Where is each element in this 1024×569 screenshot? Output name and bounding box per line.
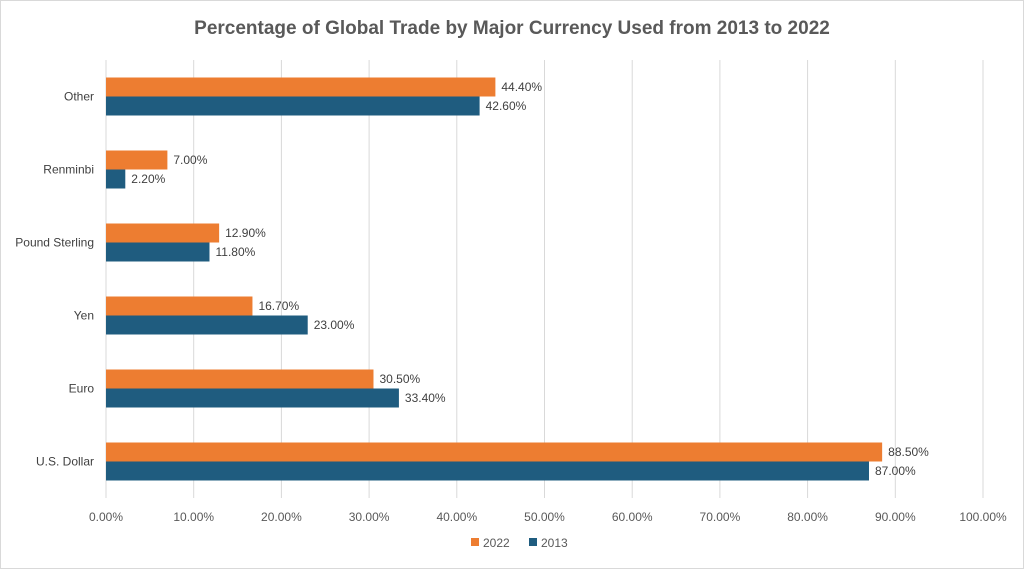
data-label: 11.80% [215,245,255,259]
legend-label: 2013 [541,536,568,550]
data-labels: 88.50% 87.00% 30.50% 33.40% 16.70% 23.00% 12.9… [131,80,929,478]
data-label: 30.50% [379,372,420,386]
gridlines [105,60,984,498]
data-label: 7.00% [173,153,207,167]
bar-2013 [106,461,869,481]
chart-title: Percentage of Global Trade by Major Curr… [194,18,830,39]
category-labels: U.S. Dollar Euro Yen Pound Sterling Renminbi… [15,90,94,469]
data-label: 23.00% [314,318,355,332]
data-label: 87.00% [875,464,916,478]
bars [106,77,883,481]
bar-2013 [106,315,308,335]
x-tick-labels: 0.00% 10.00% 20.00% 30.00% 40.00% 50.00% 60.00… [89,510,1007,524]
legend: 2022 2013 [471,536,568,550]
bar-2022 [106,223,220,243]
category-label: Other [64,90,94,104]
data-label: 2.20% [131,172,165,186]
x-tick-label: 0.00% [89,510,123,524]
x-tick-label: 50.00% [524,510,565,524]
bar-2022 [106,150,168,170]
category-label: Pound Sterling [15,236,94,250]
bar-2013 [106,169,126,189]
legend-label: 2022 [483,536,510,550]
category-label: Euro [69,382,95,396]
x-tick-label: 40.00% [436,510,477,524]
data-label: 12.90% [225,226,266,240]
bar-2022 [106,77,496,97]
x-tick-label: 100.00% [959,510,1007,524]
data-label: 33.40% [405,391,446,405]
legend-swatch-2022 [471,538,479,546]
x-tick-label: 80.00% [787,510,828,524]
category-label: Yen [74,309,94,323]
legend-swatch-2013 [529,538,537,546]
x-tick-label: 90.00% [875,510,916,524]
category-label: Renminbi [43,163,94,177]
x-tick-label: 70.00% [700,510,741,524]
data-label: 88.50% [888,445,929,459]
bar-2013 [106,96,480,116]
bar-2013 [106,242,210,262]
data-label: 42.60% [486,99,527,113]
data-label: 44.40% [501,80,542,94]
x-tick-label: 20.00% [261,510,302,524]
bar-2013 [106,388,399,408]
category-label: U.S. Dollar [36,455,94,469]
bar-2022 [106,442,883,462]
bar-2022 [106,369,374,389]
bar-2022 [106,296,253,316]
x-tick-label: 60.00% [612,510,653,524]
data-label: 16.70% [258,299,299,313]
x-tick-label: 30.00% [349,510,390,524]
x-tick-label: 10.00% [173,510,214,524]
